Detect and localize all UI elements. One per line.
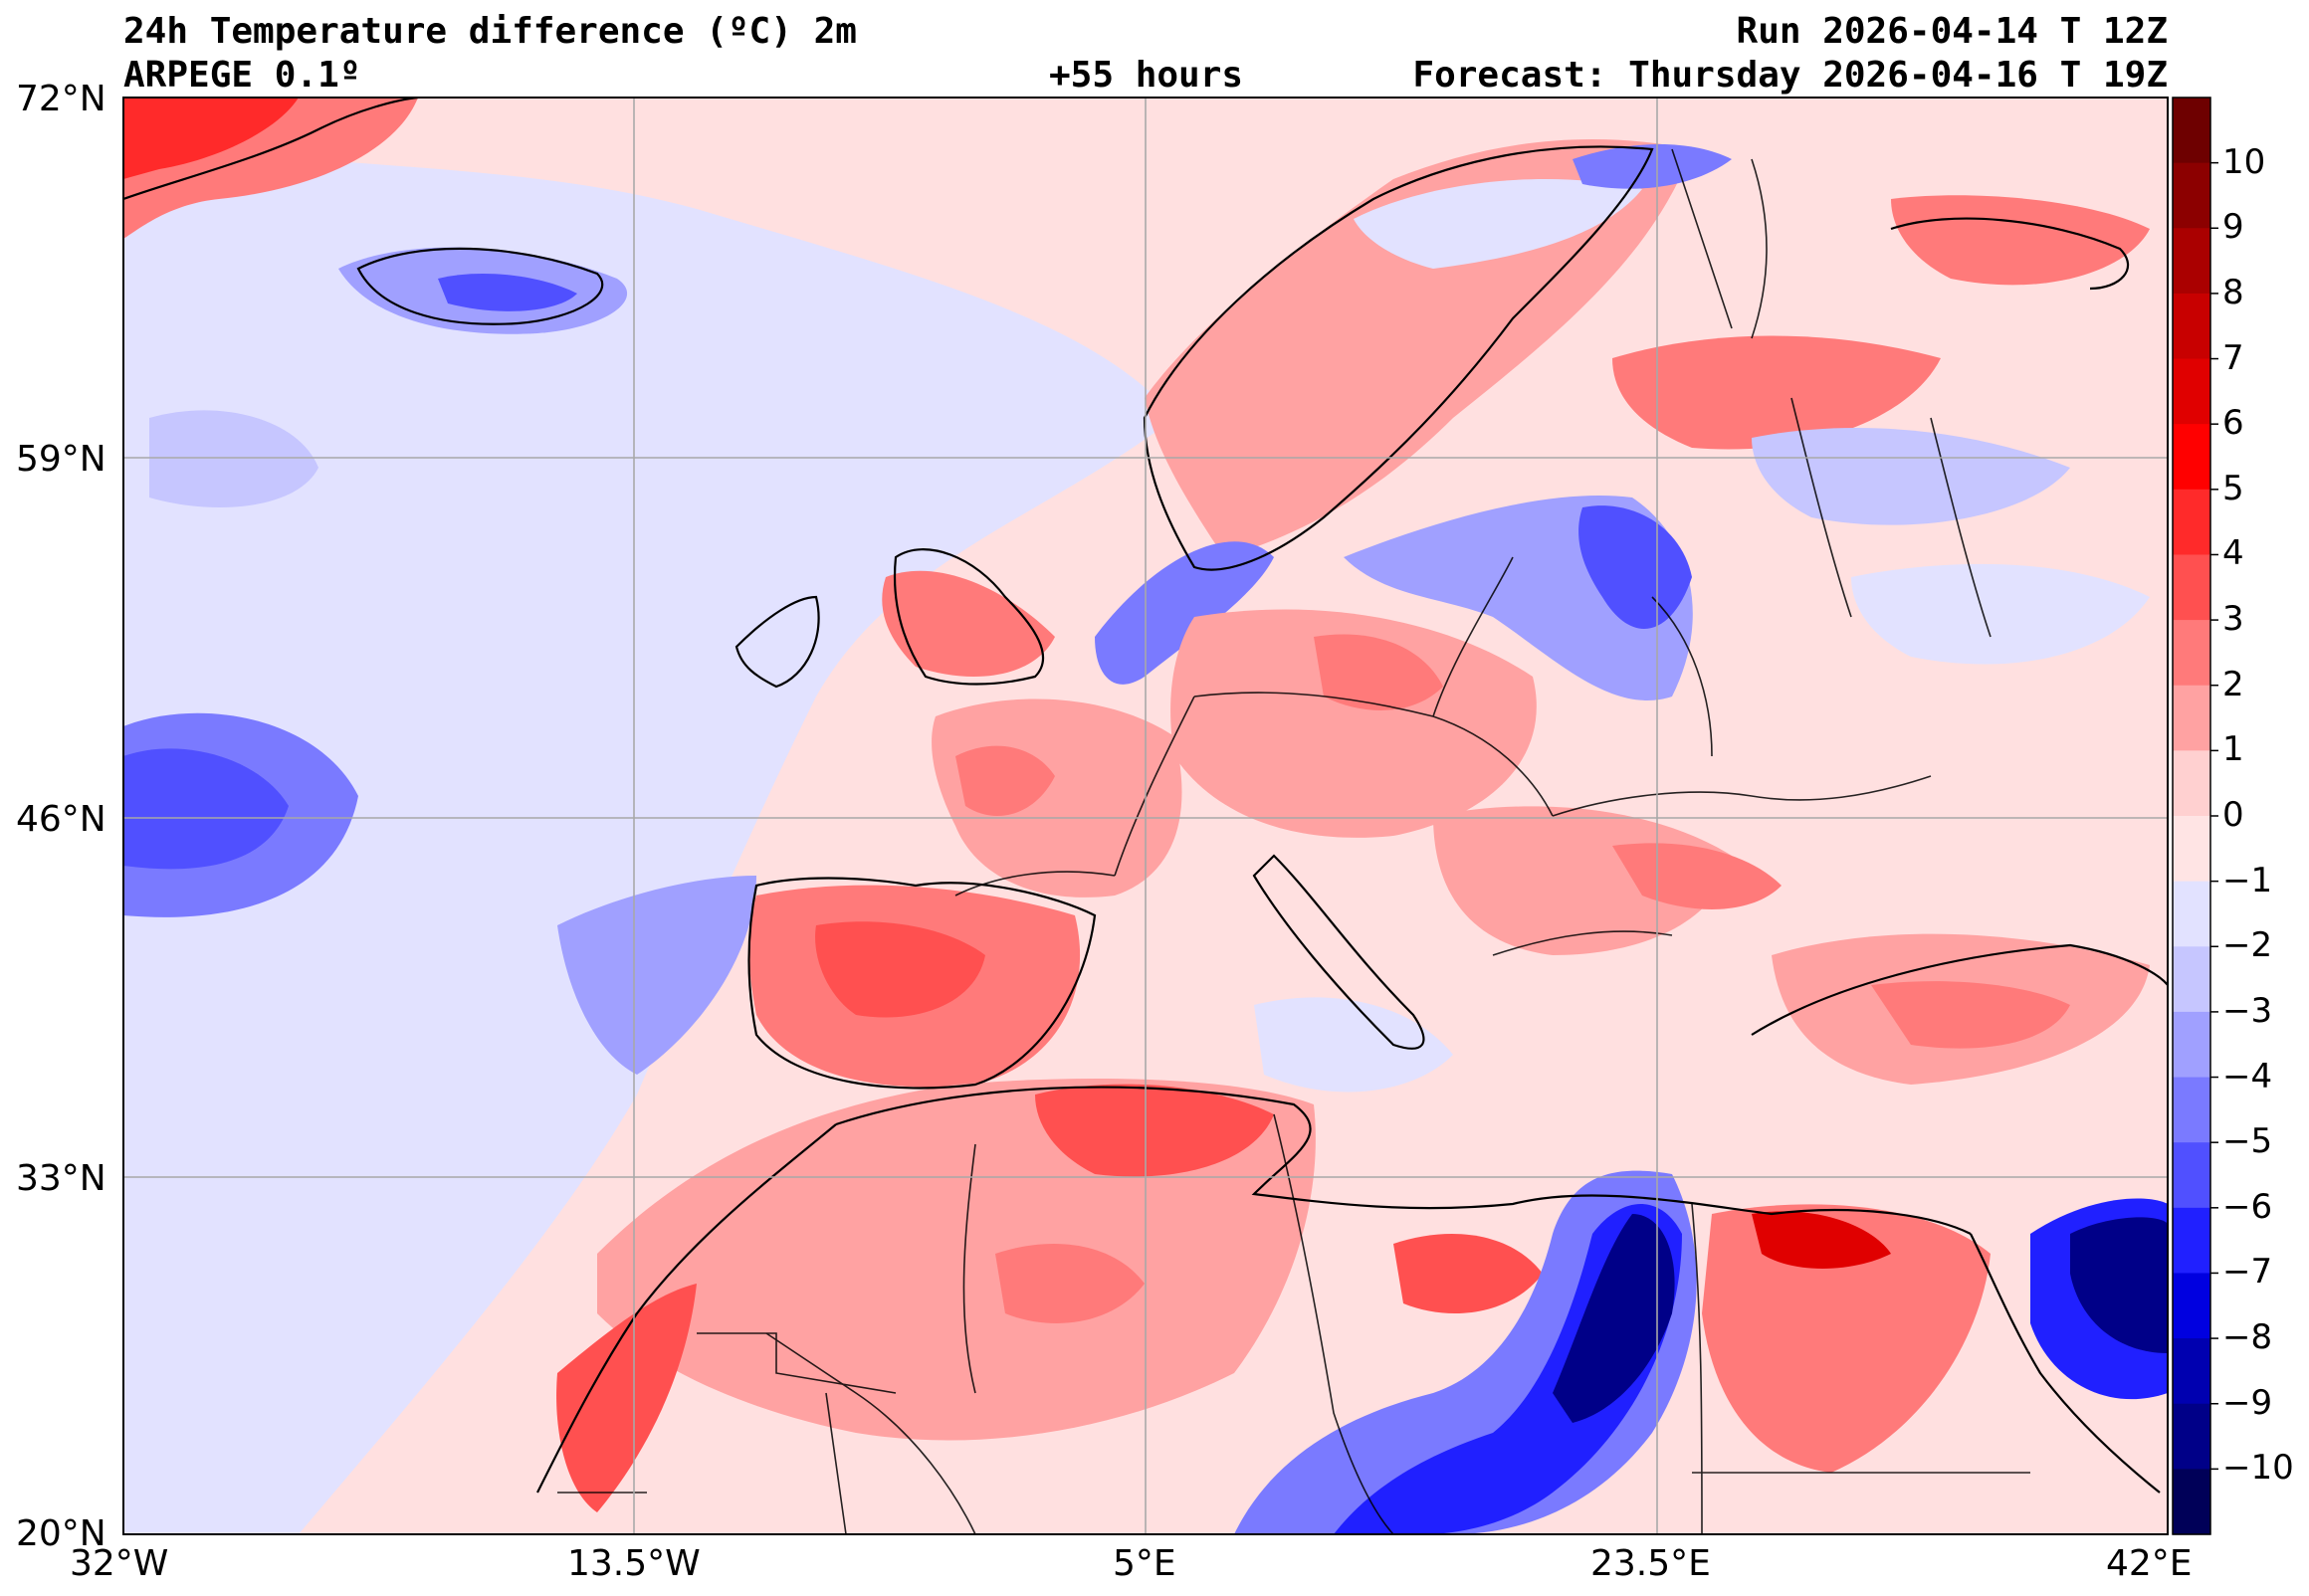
colorbar-segment xyxy=(2173,881,2210,947)
colorbar-tick-label: −8 xyxy=(2222,1317,2273,1358)
colorbar-tick-label: −3 xyxy=(2222,990,2273,1031)
colorbar-segment xyxy=(2173,1207,2210,1275)
colorbar-tick-label: 0 xyxy=(2222,795,2244,835)
colorbar-tick-label: 1 xyxy=(2222,729,2244,770)
colorbar-frame xyxy=(2172,97,2211,1535)
chart-title: 24h Temperature difference (ºC) 2m xyxy=(123,11,857,52)
uk-warm-area xyxy=(882,570,1055,677)
colorbar-segment xyxy=(2173,1338,2210,1405)
colorbar-tick-label: −4 xyxy=(2222,1056,2273,1097)
lat-label-20: 20°N xyxy=(16,1513,106,1554)
russia-warm-area xyxy=(1612,335,1941,450)
colorbar-tick-label: −7 xyxy=(2222,1252,2273,1293)
lat-label-72: 72°N xyxy=(16,79,106,119)
map-frame xyxy=(122,97,2169,1535)
colorbar xyxy=(2173,98,2218,1535)
model-label: ARPEGE 0.1º xyxy=(123,55,361,96)
central-europe-warm-area xyxy=(1170,609,1537,838)
colorbar-segment xyxy=(2173,946,2210,1013)
lat-label-59: 59°N xyxy=(16,439,106,480)
colorbar-segment xyxy=(2173,1011,2210,1079)
lat-label-33: 33°N xyxy=(16,1158,106,1199)
lon-label-32w: 32°W xyxy=(70,1543,169,1584)
colorbar-tick-label: 5 xyxy=(2222,468,2244,508)
colorbar-segment xyxy=(2173,162,2210,229)
lon-label-5e: 5°E xyxy=(1113,1543,1176,1584)
lon-label-42e: 42°E xyxy=(2106,1543,2193,1584)
libya-warm-area xyxy=(1393,1234,1543,1313)
colorbar-segment xyxy=(2173,293,2210,360)
lon-label-13-5w: 13.5°W xyxy=(567,1543,701,1584)
colorbar-tick-label: 9 xyxy=(2222,207,2244,248)
colorbar-segment xyxy=(2173,750,2210,817)
mediterranean-cool-sea xyxy=(1254,997,1453,1093)
colorbar-tick-label: −6 xyxy=(2222,1186,2273,1227)
colorbar-segment xyxy=(2173,685,2210,751)
lat-label-46: 46°N xyxy=(16,799,106,840)
run-label: Run 2026-04-14 T 12Z xyxy=(1736,11,2168,52)
colorbar-tick-label: 10 xyxy=(2222,141,2266,182)
colorbar-tick-label: 4 xyxy=(2222,533,2244,574)
colorbar-segment xyxy=(2173,1403,2210,1470)
scandinavia-region xyxy=(1145,139,1692,557)
colorbar-tick-label: −2 xyxy=(2222,925,2273,966)
country-borders xyxy=(557,148,2030,1534)
egypt-warm-area xyxy=(1702,1204,1991,1473)
colorbar-tick-label: 6 xyxy=(2222,403,2244,444)
colorbar-segment xyxy=(2173,1469,2210,1535)
colorbar-segment xyxy=(2173,489,2210,556)
colorbar-tick-label: −5 xyxy=(2222,1121,2273,1162)
colorbar-tick-label: −1 xyxy=(2222,860,2273,900)
colorbar-segment xyxy=(2173,816,2210,883)
colorbar-segment xyxy=(2173,228,2210,295)
forecast-label: Forecast: Thursday 2026-04-16 T 19Z xyxy=(1412,55,2168,96)
colorbar-tick-label: 2 xyxy=(2222,664,2244,704)
north-sea-cold-area xyxy=(1095,541,1274,685)
colorbar-segment xyxy=(2173,1142,2210,1209)
colorbar-segment xyxy=(2173,554,2210,621)
colorbar-segment xyxy=(2173,358,2210,425)
lead-time-label: +55 hours xyxy=(1049,55,1244,96)
lon-label-23-5e: 23.5°E xyxy=(1590,1543,1711,1584)
colorbar-tick-label: −10 xyxy=(2222,1448,2294,1489)
atlantic-cold-region xyxy=(123,139,1174,1534)
graticule xyxy=(123,98,2168,1534)
colorbar-segment xyxy=(2173,1273,2210,1339)
coastlines xyxy=(123,98,2168,1494)
colorbar-segment xyxy=(2173,424,2210,491)
colorbar-tick-label: 8 xyxy=(2222,272,2244,312)
colorbar-tick-label: 3 xyxy=(2222,599,2244,640)
colorbar-segment xyxy=(2173,98,2210,164)
colorbar-tick-label: −9 xyxy=(2222,1382,2273,1423)
colorbar-tick-label: 7 xyxy=(2222,337,2244,378)
colorbar-segment xyxy=(2173,620,2210,687)
colorbar-segment xyxy=(2173,1077,2210,1143)
